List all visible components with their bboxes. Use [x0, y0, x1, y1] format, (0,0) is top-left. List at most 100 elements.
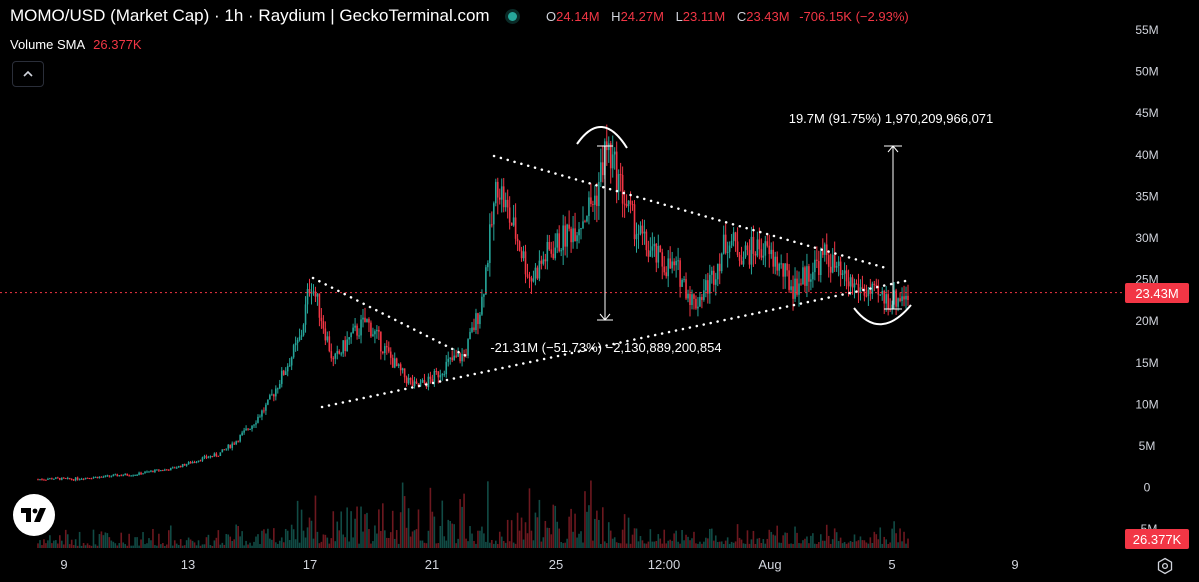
- candle-body: [421, 379, 424, 383]
- candle-body: [643, 231, 646, 234]
- candle-body: [578, 229, 580, 236]
- volume-bar: [175, 543, 178, 548]
- candle-body: [459, 353, 461, 362]
- candle-body: [546, 241, 549, 262]
- candle-body: [150, 470, 152, 472]
- candle-body: [298, 336, 301, 340]
- volume-bar: [387, 538, 390, 548]
- candle-body: [269, 395, 271, 400]
- volume-bar: [57, 543, 59, 548]
- bottom-arc-annotation: [853, 304, 912, 326]
- candle-body: [502, 186, 505, 208]
- volume-bar: [45, 543, 47, 548]
- candle-body: [853, 283, 856, 288]
- candle-body: [403, 368, 406, 378]
- volume-bar: [148, 538, 150, 548]
- candle-body: [229, 444, 232, 448]
- candle-body: [722, 234, 725, 254]
- volume-bar: [181, 545, 184, 548]
- candle-body: [883, 291, 886, 304]
- candle-body: [475, 313, 477, 330]
- volume-bar: [657, 534, 660, 548]
- volume-bar: [816, 543, 818, 548]
- volume-bar: [730, 541, 733, 548]
- candle-body: [207, 457, 210, 459]
- candle-body: [397, 364, 400, 367]
- candle-body: [96, 476, 99, 479]
- candle-body: [560, 250, 562, 252]
- volume-bar: [467, 541, 469, 548]
- volume-bar: [215, 537, 218, 548]
- tradingview-logo-icon: [21, 508, 46, 522]
- candle-body: [695, 298, 697, 309]
- candle-body: [544, 259, 547, 262]
- candle-body: [532, 278, 535, 282]
- candle-body: [435, 371, 438, 373]
- volume-bar: [619, 543, 622, 548]
- candle-body: [310, 292, 313, 294]
- volume-bar: [92, 529, 95, 548]
- chart-settings-button[interactable]: [1155, 556, 1175, 576]
- candle-body: [209, 456, 212, 458]
- x-tick-label: 12:00: [648, 557, 681, 572]
- volume-bar: [445, 540, 448, 548]
- candle-body: [790, 286, 792, 290]
- candle-body: [140, 472, 142, 475]
- tradingview-logo[interactable]: [13, 494, 55, 536]
- candle-body: [617, 174, 620, 192]
- candle-body: [663, 266, 666, 273]
- candle-body: [802, 267, 804, 285]
- candle-body: [288, 365, 291, 367]
- volume-bar: [74, 539, 77, 548]
- candle-body: [265, 404, 267, 411]
- volume-bar: [142, 532, 144, 548]
- candle-body: [564, 225, 566, 247]
- volume-bar: [39, 540, 41, 548]
- volume-bar: [760, 542, 763, 548]
- volume-bar: [269, 538, 271, 548]
- volume-bar: [770, 531, 773, 548]
- volume-bar: [605, 543, 608, 548]
- candle-body: [891, 304, 893, 310]
- candle-body: [514, 217, 517, 239]
- candle-body: [221, 449, 224, 453]
- volume-bar: [907, 538, 909, 548]
- candle-body: [508, 207, 511, 223]
- candle-body: [217, 455, 220, 457]
- candle-body: [689, 293, 691, 306]
- market-status-icon: [508, 11, 518, 21]
- candle-body: [431, 379, 434, 383]
- collapse-legend-button[interactable]: [12, 61, 44, 87]
- last-price-badge: 23.43M: [1125, 283, 1189, 303]
- candle-body: [871, 283, 874, 294]
- volume-bar: [857, 540, 860, 548]
- volume-bar: [205, 537, 208, 548]
- volume-bar: [810, 535, 812, 548]
- volume-bar: [548, 527, 551, 548]
- candle-body: [730, 240, 733, 246]
- volume-sma-legend[interactable]: Volume SMA 26.377K: [10, 37, 142, 52]
- volume-bar: [158, 533, 160, 548]
- candle-body: [748, 249, 751, 265]
- volume-bar: [625, 543, 628, 548]
- volume-bar: [84, 545, 87, 548]
- candle-body: [237, 441, 239, 443]
- volume-bar: [645, 543, 648, 548]
- volume-bar: [154, 545, 156, 548]
- volume-bar: [225, 534, 228, 548]
- volume-bar: [435, 543, 438, 548]
- volume-bar: [344, 537, 346, 548]
- volume-bar: [514, 543, 517, 548]
- candle-body: [720, 253, 723, 272]
- y-tick-label: 10M: [1135, 397, 1158, 411]
- candle-body: [651, 246, 654, 251]
- candle-body: [86, 477, 89, 479]
- candle-body: [205, 456, 208, 458]
- candle-body: [380, 331, 382, 352]
- symbol-title[interactable]: MOMO/USD (Market Cap) · 1h · Raydium | G…: [10, 6, 490, 25]
- volume-bar: [784, 532, 786, 548]
- volume-bar: [621, 529, 624, 548]
- candle-body: [861, 287, 864, 289]
- volume-bar: [867, 543, 870, 548]
